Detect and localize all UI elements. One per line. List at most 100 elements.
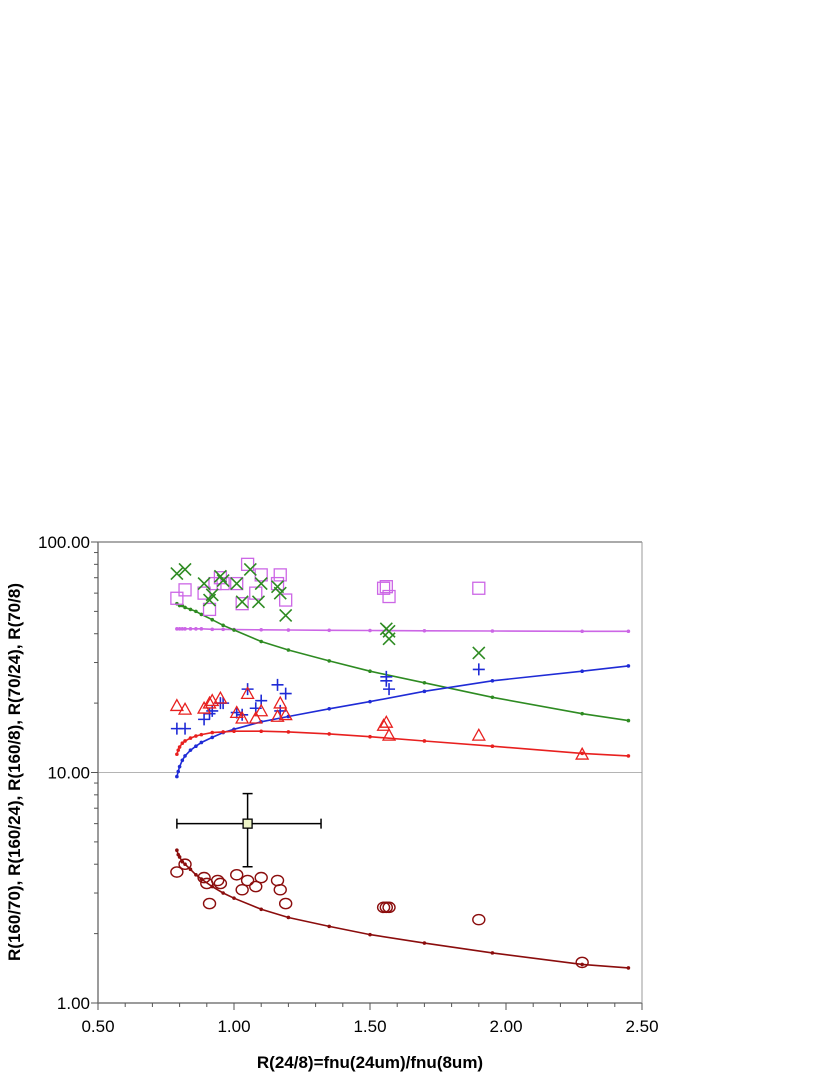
data-point [380, 674, 393, 687]
model-point [580, 629, 584, 634]
data-point [206, 704, 219, 717]
data-point [236, 708, 249, 721]
model-point [368, 932, 372, 937]
model-point [183, 627, 187, 631]
x-tick-label: 0.50 [81, 1017, 114, 1036]
model-point [490, 744, 495, 749]
model-point [490, 951, 495, 955]
model-point [286, 628, 291, 632]
data-point [251, 595, 266, 609]
model-point [626, 664, 631, 668]
model-point [199, 612, 204, 617]
data-point [240, 686, 255, 700]
data-point [213, 877, 228, 890]
data-point [273, 883, 287, 896]
data-point [273, 586, 287, 600]
data-point [278, 707, 293, 721]
model-point [327, 732, 332, 736]
model-point [188, 607, 193, 612]
data-point [279, 608, 293, 623]
model-point [177, 627, 182, 631]
data-point [178, 562, 192, 577]
y-tick-label: 100.00 [38, 533, 90, 552]
data-point [202, 897, 217, 910]
model-point [626, 718, 631, 723]
y-axis-ticks: 1.00 10.00 100.00 [38, 533, 98, 1013]
model-line [176, 665, 629, 777]
model-line [176, 628, 629, 633]
data-point [273, 568, 287, 582]
model-point [176, 769, 181, 774]
data-point [243, 562, 257, 577]
error-point-marker [242, 818, 253, 829]
model-point [210, 617, 215, 622]
model-point [422, 628, 427, 633]
data-point [170, 866, 184, 878]
data-point [170, 566, 184, 581]
data-point [271, 678, 284, 691]
data-point [270, 709, 285, 722]
model-point [259, 729, 264, 734]
model-point [580, 751, 584, 756]
data-point [279, 687, 292, 700]
data-point [235, 710, 250, 724]
data-point [178, 858, 192, 871]
model-point [194, 872, 198, 877]
data-point [270, 874, 285, 887]
data-point [471, 727, 486, 741]
data-point [382, 624, 396, 638]
data-point [381, 727, 397, 741]
data-point [205, 693, 220, 707]
model-point [422, 689, 427, 694]
model-point [180, 758, 185, 763]
model-point [175, 752, 179, 757]
data-point [254, 703, 269, 717]
data-point [210, 874, 225, 887]
data-point [229, 705, 244, 719]
data-point [376, 718, 391, 731]
model-point [194, 744, 198, 749]
data-point [197, 577, 211, 591]
model-point [327, 659, 332, 663]
data-point [240, 557, 255, 571]
model-line [176, 603, 629, 722]
model-point [194, 734, 198, 738]
model-curves [175, 601, 631, 970]
data-point [382, 589, 396, 604]
data-point [382, 901, 396, 914]
model-point [199, 740, 204, 745]
y-tick-label: 1.00 [57, 994, 90, 1013]
model-point [221, 627, 225, 632]
model-point [210, 735, 215, 740]
data-point [198, 713, 211, 726]
data-point [249, 880, 263, 893]
data-point [230, 577, 244, 591]
data-point [202, 695, 217, 709]
data-point [235, 883, 249, 896]
x-axis-title: R(24/8)=fnu(24um)/fnu(8um) [257, 1053, 483, 1072]
model-point [327, 628, 332, 633]
data-point [170, 591, 184, 605]
x-axis-ticks: 0.50 1.00 1.50 2.00 2.50 [81, 1003, 659, 1036]
model-point [210, 730, 215, 735]
data-point [197, 586, 211, 600]
model-point [175, 627, 179, 631]
model-point [580, 711, 584, 716]
data-point [383, 683, 396, 696]
model-point [327, 924, 332, 929]
data-point [178, 583, 192, 597]
model-point [180, 627, 185, 631]
model-point [194, 627, 198, 631]
data-point [240, 874, 255, 887]
model-point [580, 962, 584, 967]
data-point [216, 576, 230, 591]
data-point [270, 580, 285, 594]
model-point [183, 739, 187, 743]
data-point [235, 595, 249, 609]
model-point [368, 699, 372, 704]
error-point [176, 792, 322, 868]
model-point [221, 730, 225, 734]
model-point [183, 862, 187, 867]
model-point [175, 848, 179, 853]
model-point [188, 627, 193, 631]
